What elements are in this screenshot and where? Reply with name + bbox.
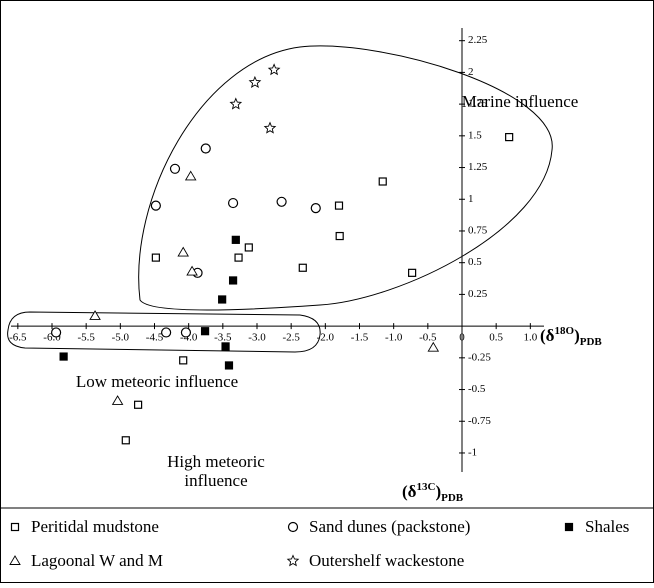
legend-marker (10, 522, 20, 532)
point (276, 196, 287, 207)
point (218, 295, 227, 304)
x-tick-label: -2.5 (282, 332, 300, 344)
x-tick-label: -4.5 (146, 332, 164, 344)
point (228, 276, 238, 285)
point (59, 352, 68, 361)
low-meteoric-region (7, 311, 321, 353)
point (427, 341, 440, 352)
point (134, 400, 143, 409)
annotation: Low meteoric influence (76, 372, 238, 391)
annotation: influence (184, 471, 247, 490)
y-tick-label: 1.75 (468, 98, 488, 110)
x-tick-label: 0 (459, 332, 465, 344)
y-tick-label: 2.25 (468, 34, 488, 46)
x-axis-label: (δ18O)PDB (540, 325, 602, 348)
point (234, 253, 243, 262)
x-tick-label: -1.0 (385, 332, 403, 344)
point (169, 163, 181, 174)
point (151, 253, 160, 262)
point (231, 235, 240, 244)
point (505, 132, 514, 142)
y-tick-label: 0.75 (468, 225, 488, 237)
x-tick-label: -0.5 (419, 332, 437, 344)
point (227, 197, 239, 209)
point (180, 327, 192, 338)
x-tick-label: -5.0 (112, 332, 130, 344)
point (200, 143, 211, 154)
x-tick-label: -3.0 (248, 332, 266, 344)
legend-label: Shales (585, 517, 629, 536)
point (121, 436, 130, 445)
point (334, 201, 344, 210)
point (263, 121, 277, 134)
y-tick-label: -0.5 (468, 383, 486, 395)
annotation: Marine influence (462, 92, 579, 111)
y-tick-label: 1.5 (468, 129, 482, 141)
legend-label: Outershelf wackestone (309, 551, 464, 570)
point (378, 177, 387, 186)
point (50, 327, 62, 338)
point (267, 63, 281, 76)
point (248, 75, 262, 88)
y-tick-label: -0.25 (468, 351, 491, 363)
point (150, 200, 161, 211)
point (408, 268, 417, 277)
legend-marker (564, 522, 574, 532)
y-tick-label: -1 (468, 447, 477, 459)
x-tick-label: -1.5 (351, 332, 369, 344)
point (89, 310, 101, 320)
point (310, 203, 321, 214)
point (298, 263, 307, 272)
point (184, 170, 197, 181)
point (224, 361, 234, 370)
legend-label: Sand dunes (packstone) (309, 517, 470, 536)
y-tick-label: 2 (468, 66, 474, 78)
point (229, 97, 243, 110)
x-tick-label: 0.5 (489, 332, 503, 344)
y-tick-label: 1.25 (468, 161, 488, 173)
point (335, 231, 344, 241)
legend-marker (9, 555, 21, 565)
y-tick-label: 0.5 (468, 256, 482, 268)
legend-marker (287, 521, 299, 533)
point (161, 327, 172, 338)
legend-label: Lagoonal W and M (31, 551, 163, 570)
y-tick-label: 0.25 (468, 288, 488, 300)
x-tick-label: -2.0 (317, 332, 335, 344)
point (200, 327, 210, 336)
legend-marker (286, 554, 300, 567)
marine-region (138, 45, 553, 311)
point (186, 265, 198, 276)
y-axis-label: (δ13C)PDB (402, 481, 464, 504)
x-tick-label: -6.5 (9, 332, 27, 344)
annotation: High meteoric (167, 452, 265, 471)
point (111, 395, 124, 405)
x-tick-label: 1.0 (523, 332, 537, 344)
x-tick-label: -3.5 (214, 332, 232, 344)
point (179, 356, 188, 365)
x-tick-label: -5.5 (77, 332, 95, 344)
point (177, 246, 189, 257)
y-tick-label: -0.75 (468, 415, 491, 427)
point (244, 243, 253, 252)
y-tick-label: 1 (468, 193, 474, 205)
point (221, 342, 230, 351)
legend-label: Peritidal mudstone (31, 517, 159, 536)
